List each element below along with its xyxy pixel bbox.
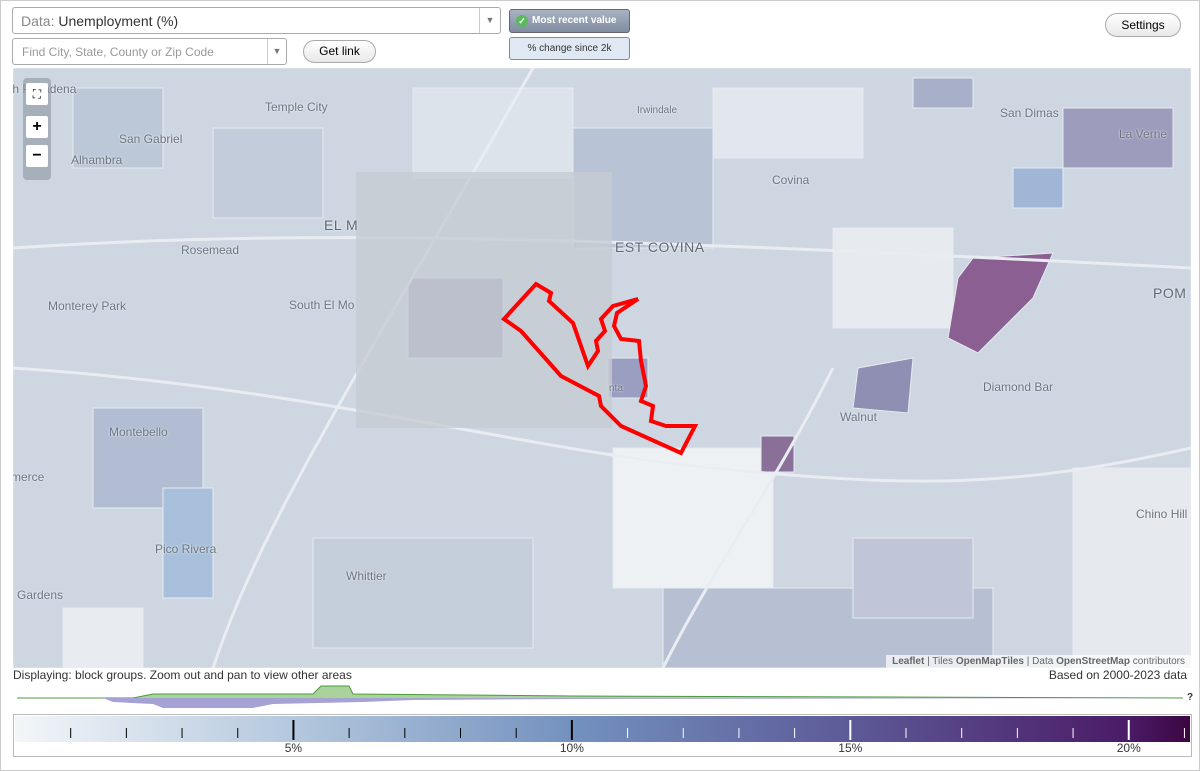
place-label: Gardens xyxy=(17,588,64,602)
map-regions xyxy=(13,68,1191,668)
attribution: Leaflet | Tiles OpenMapTiles | Data Open… xyxy=(886,655,1191,668)
place-label: San Dimas xyxy=(1000,106,1059,120)
dropdown-arrow: ▼ xyxy=(267,39,286,64)
data-label: Data: xyxy=(21,13,55,29)
loading-tile-overlay xyxy=(356,172,612,428)
place-label: South El Mo xyxy=(289,298,355,312)
legend-tick-label: 5% xyxy=(285,741,303,755)
place-label: Chino Hill xyxy=(1136,507,1188,521)
attr-text: | Tiles xyxy=(927,656,954,667)
zoom-control: ⛶ + − xyxy=(23,78,51,180)
place-label: Montebello xyxy=(109,425,168,439)
legend-tick-label: 10% xyxy=(560,741,584,755)
mode-change-button[interactable]: % change since 2k xyxy=(509,37,630,60)
help-icon[interactable]: ? xyxy=(1187,692,1193,703)
place-label: Rosemead xyxy=(181,243,240,257)
selected-area-outline xyxy=(500,281,699,456)
place-label: Temple City xyxy=(265,100,328,114)
place-label: Irwindale xyxy=(637,105,678,116)
mode-recent-button[interactable]: ✓ Most recent value xyxy=(509,9,630,33)
map[interactable]: th Pasadena Temple City San Gabriel Alha… xyxy=(13,68,1191,668)
place-label: Covina xyxy=(772,173,810,187)
zoom-out-button[interactable]: − xyxy=(26,145,48,167)
place-label: Whittier xyxy=(346,569,387,583)
settings-button[interactable]: Settings xyxy=(1105,13,1181,37)
zoom-in-button[interactable]: + xyxy=(26,116,48,138)
data-value: Unemployment (%) xyxy=(58,13,179,29)
attr-link[interactable]: Leaflet xyxy=(892,656,925,667)
place-label: La Verne xyxy=(1119,127,1168,141)
attr-text: contributors xyxy=(1132,656,1185,667)
place-label: nta xyxy=(609,383,623,394)
check-icon: ✓ xyxy=(516,15,528,27)
dropdown-arrow: ▼ xyxy=(479,8,500,33)
place-label: Walnut xyxy=(840,410,877,424)
histogram: ? xyxy=(17,685,1193,708)
place-label: Monterey Park xyxy=(48,299,127,313)
displaying-note: Displaying: block groups. Zoom out and p… xyxy=(13,668,352,682)
place-label: Alhambra xyxy=(71,153,123,167)
map-tiles xyxy=(13,68,1191,668)
attr-text: | Data xyxy=(1026,656,1054,667)
search-input[interactable]: Find City, State, County or Zip Code ▼ xyxy=(12,38,287,65)
attr-link[interactable]: OpenStreetMap xyxy=(1056,656,1130,667)
place-label: merce xyxy=(13,470,45,484)
data-select[interactable]: Data: Unemployment (%) ▼ xyxy=(12,7,501,34)
get-link-button[interactable]: Get link xyxy=(303,40,376,63)
place-label: EL M xyxy=(324,217,359,233)
place-label: San Gabriel xyxy=(119,132,183,146)
attr-link[interactable]: OpenMapTiles xyxy=(955,656,1024,667)
place-label: Diamond Bar xyxy=(983,380,1054,394)
legend-tick-label: 15% xyxy=(838,741,862,755)
place-label: Pico Rivera xyxy=(155,542,217,556)
place-label: EST COVINA xyxy=(615,239,705,255)
legend-colorbar xyxy=(15,716,1190,742)
search-placeholder: Find City, State, County or Zip Code xyxy=(22,45,214,59)
legend: 5% 10% 15% 20% xyxy=(13,714,1192,757)
place-label: POM xyxy=(1153,285,1187,301)
fullscreen-button[interactable]: ⛶ xyxy=(26,83,48,105)
legend-tick-label: 20% xyxy=(1117,741,1141,755)
mode-recent-label: Most recent value xyxy=(532,15,617,26)
based-on-note: Based on 2000-2023 data xyxy=(1048,668,1187,682)
